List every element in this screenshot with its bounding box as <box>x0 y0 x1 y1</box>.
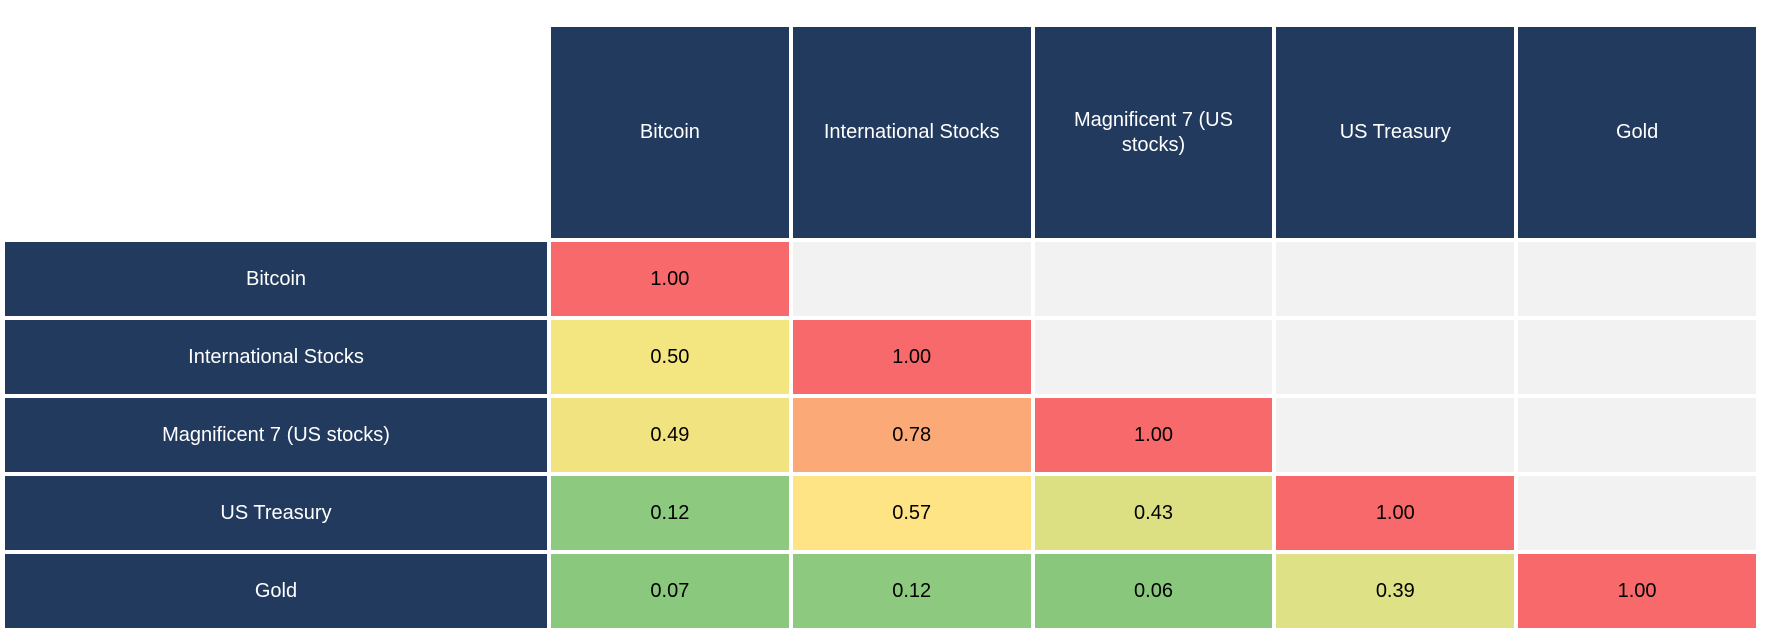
row-header-0: Bitcoin <box>5 242 547 316</box>
empty-cell-r2-c3 <box>1276 398 1515 472</box>
column-header-0: Bitcoin <box>551 27 789 238</box>
row-header-2: Magnificent 7 (US stocks) <box>5 398 547 472</box>
row-header-1: International Stocks <box>5 320 547 394</box>
matrix-cell-r3-c0: 0.12 <box>551 476 789 550</box>
empty-cell-r0-c2 <box>1034 242 1273 316</box>
empty-cell-r3-c4 <box>1518 476 1756 550</box>
matrix-cell-r3-c2: 0.43 <box>1034 476 1273 550</box>
empty-cell-r1-c4 <box>1518 320 1756 394</box>
matrix-cell-r1-c0: 0.50 <box>551 320 789 394</box>
row-header-4: Gold <box>5 554 547 628</box>
correlation-matrix: Bitcoin International Stocks Magnificent 7… <box>5 27 1756 628</box>
empty-cell-r2-c4 <box>1518 398 1756 472</box>
matrix-cell-r4-c3: 0.39 <box>1276 554 1515 628</box>
column-header-2: Magnificent 7 (US stocks) <box>1034 27 1273 238</box>
column-header-1: International Stocks <box>792 27 1031 238</box>
empty-cell-r1-c2 <box>1034 320 1273 394</box>
empty-cell-r0-c3 <box>1276 242 1515 316</box>
matrix-cell-r2-c1: 0.78 <box>792 398 1031 472</box>
column-header-4: Gold <box>1518 27 1756 238</box>
corner-cell <box>5 27 547 238</box>
empty-cell-r1-c3 <box>1276 320 1515 394</box>
matrix-cell-r4-c2: 0.06 <box>1034 554 1273 628</box>
matrix-cell-r4-c1: 0.12 <box>792 554 1031 628</box>
matrix-cell-r3-c1: 0.57 <box>792 476 1031 550</box>
matrix-cell-r2-c2: 1.00 <box>1034 398 1273 472</box>
empty-cell-r0-c1 <box>792 242 1031 316</box>
empty-cell-r0-c4 <box>1518 242 1756 316</box>
matrix-cell-r0-c0: 1.00 <box>551 242 789 316</box>
matrix-cell-r4-c4: 1.00 <box>1518 554 1756 628</box>
matrix-cell-r3-c3: 1.00 <box>1276 476 1515 550</box>
matrix-cell-r4-c0: 0.07 <box>551 554 789 628</box>
column-header-3: US Treasury <box>1276 27 1515 238</box>
row-header-3: US Treasury <box>5 476 547 550</box>
matrix-cell-r1-c1: 1.00 <box>792 320 1031 394</box>
matrix-cell-r2-c0: 0.49 <box>551 398 789 472</box>
